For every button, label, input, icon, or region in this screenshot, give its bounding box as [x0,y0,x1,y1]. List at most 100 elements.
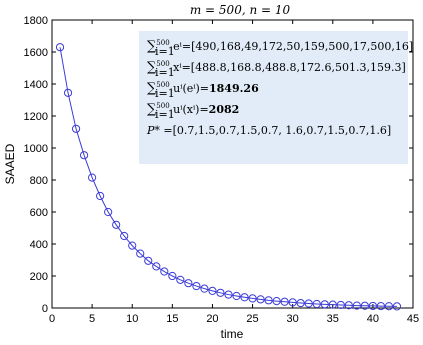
y-tick-label: 800 [30,175,48,187]
data-point [232,291,241,301]
chart-title: m = 500, n = 10 [190,3,291,17]
x-axis-label: time [221,327,244,341]
data-point [176,275,185,284]
data-point [55,43,65,52]
annot-lim2: 500 [156,60,169,68]
annot-value1: [490,168,49,172,50,159,500,17,500,16] [191,40,413,53]
x-tick-label: 10 [126,313,138,325]
annot-sum3: ∑ [147,81,157,96]
data-point [160,267,169,276]
data-point [272,297,281,306]
data-point [312,299,321,309]
x-tick-label: 30 [287,313,299,325]
annot-term3: uⁱ(eⁱ)= [170,82,209,95]
data-point [328,300,337,309]
annot-line4: ∑500 uⁱ(xⁱ)=2082 [147,102,239,117]
annot-term2: xⁱ= [170,61,191,74]
data-point [71,124,81,133]
data-point [184,279,193,288]
data-point [360,301,369,310]
data-point [352,301,361,310]
annot-value2: [488.8,168.8,488.8,172.6,501.3,159.3] [191,61,406,74]
data-point [79,151,89,160]
data-point [88,173,97,182]
annot-sum1: ∑ [147,39,157,54]
data-point [112,220,121,229]
annot-sum4: ∑ [147,102,157,117]
data-point [296,298,305,308]
data-point [248,294,257,303]
data-point [320,300,329,309]
data-point [200,284,209,293]
x-tick-label: 25 [246,313,258,325]
series-points [55,43,402,311]
data-point [168,271,177,281]
annotation-text: ∑500 eⁱ=[490,168,49,172,50,159,500,17,50… [146,39,413,137]
y-tick-label: 1400 [24,79,48,91]
x-tick-label: 0 [49,313,55,325]
data-point [384,302,394,311]
data-point [120,231,129,241]
x-tick-label: 40 [367,313,379,325]
data-point [256,295,265,304]
annot-lower3: i=1 [155,87,175,100]
annot-lim4: 500 [156,102,169,110]
x-axis: 0 5 10 15 20 25 30 35 40 45 [49,20,419,325]
data-point [216,288,225,297]
annot-sum2: ∑ [147,60,157,75]
y-tick-label: 1000 [24,143,48,155]
annot-line1: ∑500 eⁱ=[490,168,49,172,50,159,500,17,50… [147,39,413,54]
data-point [144,256,153,265]
x-tick-label: 35 [327,313,339,325]
annotation-box [139,31,408,164]
data-point [376,301,386,311]
y-tick-label: 0 [42,303,48,315]
data-point [192,281,201,291]
annot-line3: ∑500 uⁱ(eⁱ)=1849.26 [147,81,259,96]
y-tick-label: 600 [30,207,48,219]
x-tick-label: 5 [89,313,95,325]
x-tick-label: 20 [206,313,218,325]
y-tick-label: 200 [30,271,48,283]
data-point [128,241,137,250]
data-point [63,88,73,97]
annot-term1: eⁱ= [170,40,191,53]
y-axis: 0 200 400 600 800 1000 1200 1400 1600 1800 [24,15,413,315]
y-tick-label: 400 [30,239,48,251]
annot-line2: ∑500 xⁱ=[488.8,168.8,488.8,172.6,501.3,1… [147,60,406,75]
data-point [344,301,353,310]
annot-lim1: 500 [156,39,169,47]
annot-lower2: i=1 [155,66,175,79]
annot-value5: [0.7,1.5,0.7,1.5,0.7, 1.6,0.7,1.5,0.7,1.… [173,124,392,137]
annot-term5: P* = [146,124,173,137]
annot-line5: P* =[0.7,1.5,0.7,1.5,0.7, 1.6,0.7,1.5,0.… [146,124,391,137]
data-point [224,290,233,299]
x-tick-label: 45 [407,313,419,325]
data-point [208,286,217,295]
data-point [104,207,113,217]
series-line [59,47,397,307]
annot-value4: 2082 [209,103,240,116]
annot-term4: uⁱ(xⁱ)= [170,103,209,116]
annot-lim3: 500 [156,81,169,89]
data-point [392,302,402,311]
data-point [264,296,273,305]
x-tick-label: 15 [166,313,178,325]
y-axis-label: SAAED [3,143,17,184]
annot-lower1: i=1 [155,45,175,58]
data-point [152,262,161,271]
data-point [96,191,105,201]
data-point [240,293,249,302]
y-tick-label: 1200 [24,111,48,123]
data-point [288,298,297,307]
data-point [304,299,313,308]
annot-lower4: i=1 [155,108,175,121]
y-tick-label: 1800 [24,15,48,27]
annot-value3: 1849.26 [209,82,259,95]
data-point [368,301,377,311]
data-point [136,249,145,258]
y-tick-label: 1600 [24,47,48,59]
data-point [336,300,345,310]
data-point [280,297,289,306]
